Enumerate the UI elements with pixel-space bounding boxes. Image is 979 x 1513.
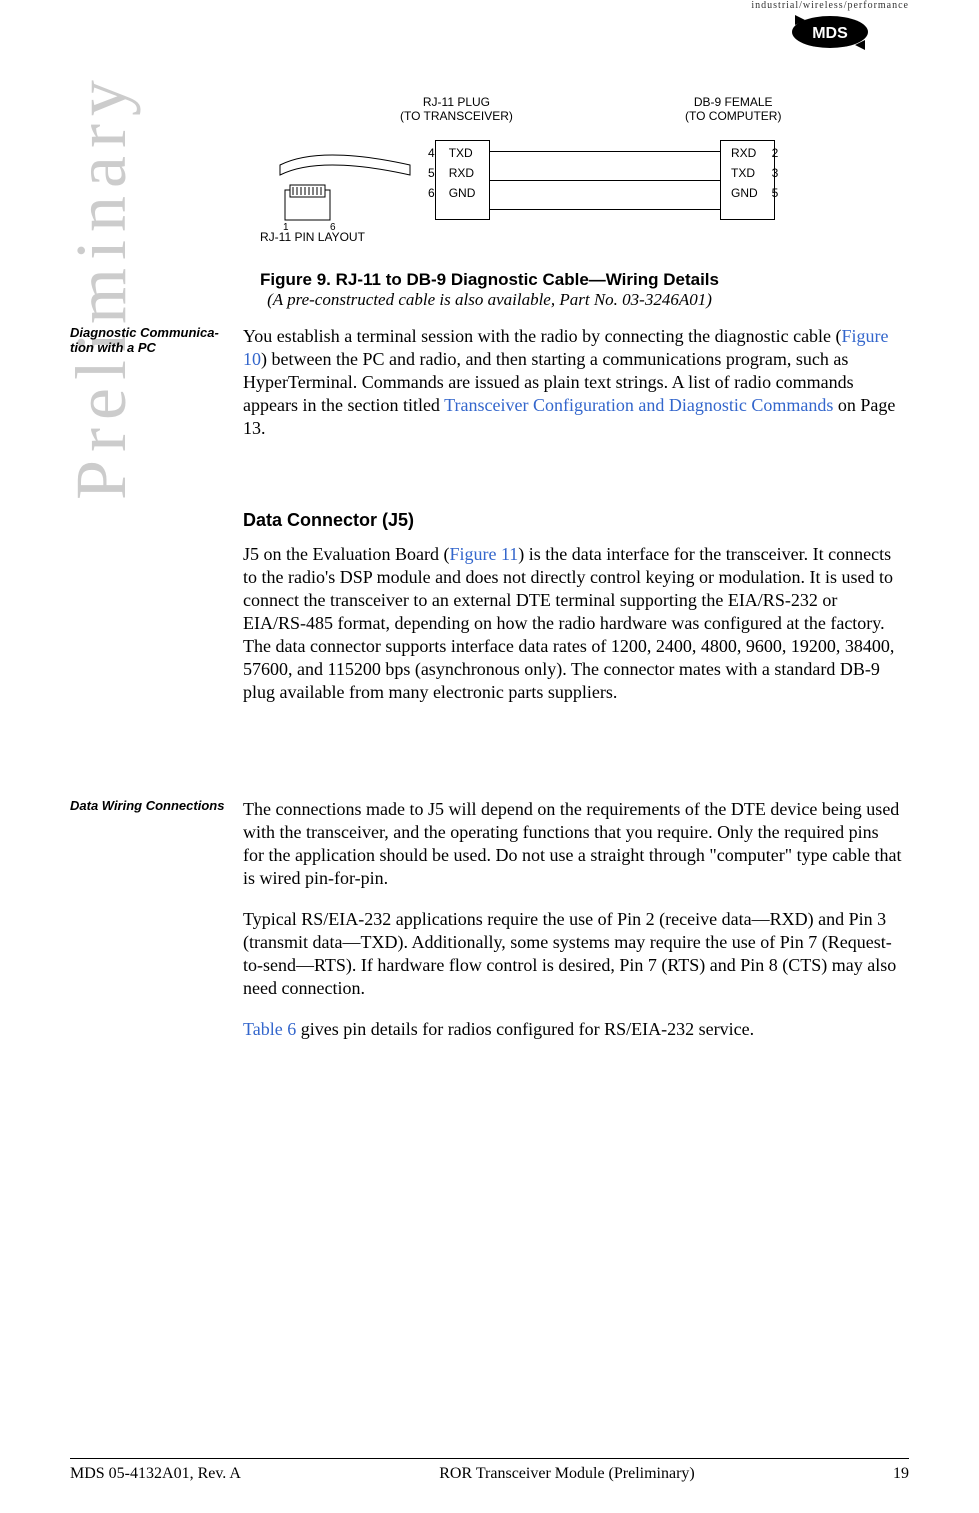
figure-caption: Figure 9. RJ-11 to DB-9 Diagnostic Cable… [0, 270, 979, 310]
rj11-connector-icon: 1 6 [270, 135, 430, 235]
para-data-connector: J5 on the Evaluation Board (Figure 11) i… [243, 543, 903, 704]
footer-right: 19 [893, 1465, 909, 1483]
side-note-diagnostic: Diagnostic Communica-tion with a PC [70, 325, 230, 355]
section-diagnostic: You establish a terminal session with th… [243, 325, 903, 440]
header-tagline: industrial/wireless/performance [751, 0, 909, 11]
section-data-connector: Data Connector (J5) J5 on the Evaluation… [243, 490, 903, 704]
para-diagnostic: You establish a terminal session with th… [243, 325, 903, 440]
pin-4-sig: TXD [443, 144, 482, 162]
para-wiring-1: The connections made to J5 will depend o… [243, 798, 903, 890]
rj11-pin-table: 4TXD 5RXD 6GND [420, 142, 483, 204]
header-logo: industrial/wireless/performance MDS [751, 0, 909, 55]
db9-pin-2: 2 [766, 144, 785, 162]
rj11-label-bottom: (TO TRANSCEIVER) [400, 109, 513, 123]
db9-pin-2-sig: RXD [725, 144, 764, 162]
pin-6: 6 [422, 184, 441, 202]
rj11-plug-label: RJ-11 PLUG (TO TRANSCEIVER) [400, 95, 513, 123]
pin-6-sig: GND [443, 184, 482, 202]
text-span: gives pin details for radios configured … [296, 1019, 754, 1039]
para-wiring-2: Typical RS/EIA-232 applications require … [243, 908, 903, 1000]
heading-data-connector: Data Connector (J5) [243, 510, 903, 531]
wire-gnd-gnd [490, 209, 720, 210]
side-note-wiring: Data Wiring Connections [70, 798, 230, 813]
pin-4: 4 [422, 144, 441, 162]
text-span: You establish a terminal session with th… [243, 326, 842, 346]
wiring-diagram: RJ-11 PLUG (TO TRANSCEIVER) DB-9 FEMALE … [240, 95, 900, 245]
footer: MDS 05-4132A01, Rev. A ROR Transceiver M… [70, 1458, 909, 1483]
db9-pin-table: RXD2 TXD3 GND5 [723, 142, 786, 204]
footer-center: ROR Transceiver Module (Preliminary) [439, 1465, 695, 1483]
wire-rxd-txd [490, 180, 720, 181]
svg-text:MDS: MDS [812, 25, 848, 42]
table-6-link[interactable]: Table 6 [243, 1019, 296, 1039]
wire-txd-rxd [490, 151, 720, 152]
text-span: J5 on the Evaluation Board ( [243, 544, 449, 564]
db9-pin-5-sig: GND [725, 184, 764, 202]
text-span: ) is the data interface for the transcei… [243, 544, 894, 702]
db9-pin-3-sig: TXD [725, 164, 764, 182]
db9-pin-3: 3 [766, 164, 785, 182]
db9-label-top: DB-9 FEMALE [694, 95, 773, 109]
figure-11-link[interactable]: Figure 11 [449, 544, 518, 564]
section-wiring: The connections made to J5 will depend o… [243, 798, 903, 1041]
rj11-label-top: RJ-11 PLUG [423, 95, 490, 109]
pin-5: 5 [422, 164, 441, 182]
figure-title: Figure 9. RJ-11 to DB-9 Diagnostic Cable… [0, 270, 979, 290]
pin-layout-label: RJ-11 PIN LAYOUT [260, 230, 365, 244]
db9-label-bottom: (TO COMPUTER) [685, 109, 781, 123]
db9-label: DB-9 FEMALE (TO COMPUTER) [685, 95, 781, 123]
footer-left: MDS 05-4132A01, Rev. A [70, 1465, 241, 1483]
db9-pin-5: 5 [766, 184, 785, 202]
mds-logo: MDS [790, 15, 870, 55]
transceiver-config-link[interactable]: Transceiver Configuration and Diagnostic… [444, 395, 833, 415]
para-wiring-3: Table 6 gives pin details for radios con… [243, 1018, 903, 1041]
figure-subtitle: (A pre-constructed cable is also availab… [0, 290, 979, 310]
pin-5-sig: RXD [443, 164, 482, 182]
